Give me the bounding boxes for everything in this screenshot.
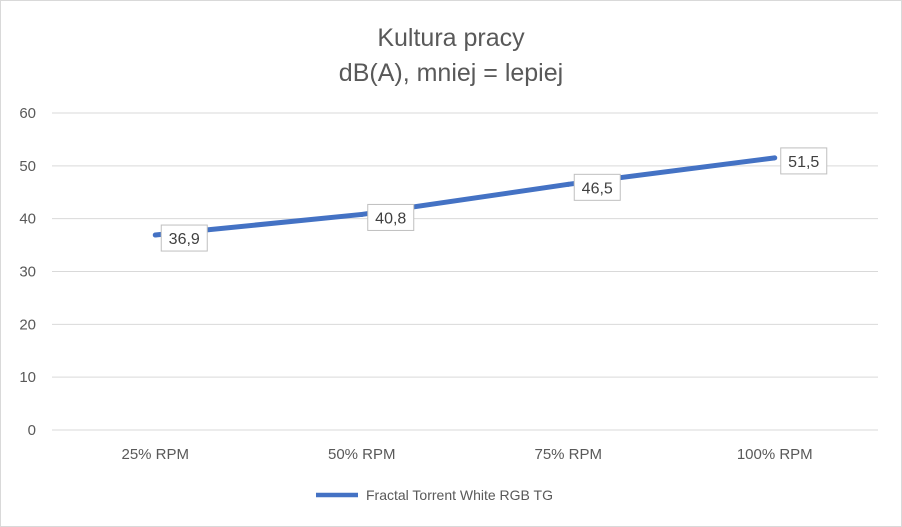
data-label-box [573,173,621,201]
chart-title: Kultura pracy [377,24,525,52]
y-tick-label: 10 [19,369,36,386]
data-label-box [367,203,415,231]
x-tick-label: 100% RPM [737,446,813,463]
y-tick-label: 40 [19,211,36,228]
y-tick-label: 60 [19,105,36,122]
gridlines [52,112,878,431]
x-tick-label: 25% RPM [121,446,189,463]
data-label-box [780,147,828,175]
legend-label: Fractal Torrent White RGB TG [366,487,553,503]
series-line [155,155,776,238]
legend: Fractal Torrent White RGB TG [316,487,553,503]
y-tick-label: 30 [19,264,36,281]
y-tick-label: 0 [28,422,36,439]
y-tick-label: 20 [19,316,36,333]
data-point [565,181,571,187]
x-axis-ticks: 25% RPM 50% RPM 75% RPM 100% RPM [121,446,812,463]
x-tick-label: 50% RPM [328,446,396,463]
data-point [152,232,158,238]
data-label: 46,5 [582,180,613,197]
x-tick-label: 75% RPM [534,446,602,463]
data-label: 40,8 [375,210,406,227]
data-labels: 36,9 40,8 46,5 51,5 [160,147,828,252]
data-point [359,211,365,217]
chart-subtitle: dB(A), mniej = lepiej [339,59,563,87]
data-label: 36,9 [169,231,200,248]
data-label-box [160,224,208,252]
y-tick-label: 50 [19,158,36,175]
y-axis-ticks: 0 10 20 30 40 50 60 [19,105,36,439]
data-label: 51,5 [788,154,819,171]
series-line-group [152,155,778,238]
data-point [772,155,778,161]
